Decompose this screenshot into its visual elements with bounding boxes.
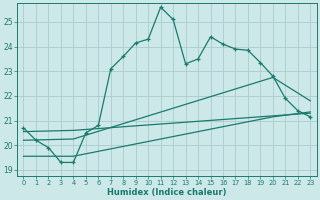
X-axis label: Humidex (Indice chaleur): Humidex (Indice chaleur): [107, 188, 227, 197]
